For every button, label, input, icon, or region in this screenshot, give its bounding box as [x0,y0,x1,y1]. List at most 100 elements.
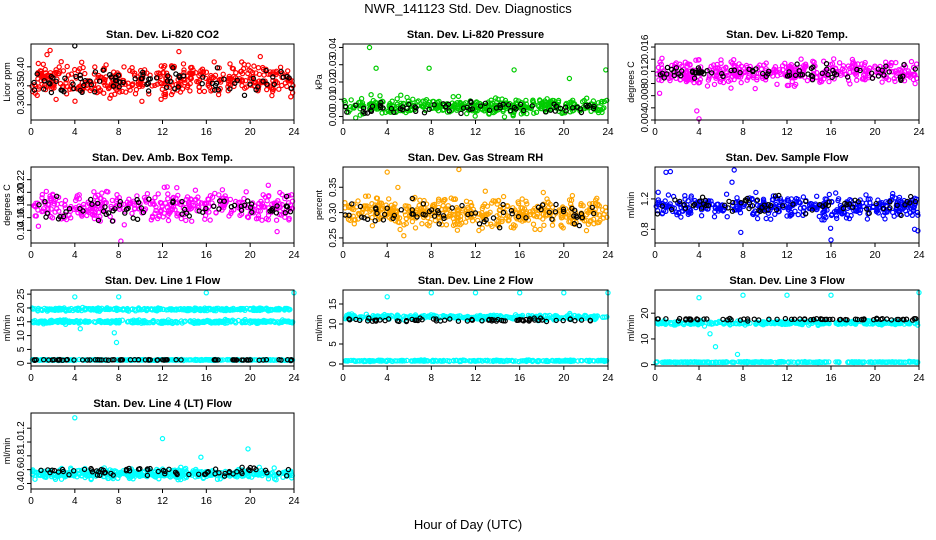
data-point [145,80,151,87]
data-point [809,207,815,213]
data-point [164,184,170,190]
data-point [804,77,811,84]
data-point [130,215,136,221]
data-point [31,357,38,363]
data-point [176,48,182,55]
data-point [829,74,835,81]
data-point [901,204,908,211]
data-point [797,200,803,206]
data-point [454,227,461,233]
data-point [42,318,48,324]
data-point [84,357,91,363]
data-point [169,206,176,213]
x-tick-label: 16 [825,127,837,138]
data-point [112,91,118,97]
data-point [88,81,95,88]
data-point [49,307,56,313]
chart-title: Stan. Dev. Li-820 Pressure [407,29,544,41]
data-point [600,215,607,221]
data-point [472,290,479,296]
data-point [359,214,365,220]
data-point [103,188,110,195]
data-point [445,202,451,209]
data-point [715,201,721,207]
data-point [154,357,161,363]
data-point [486,107,493,114]
data-point [115,72,122,79]
data-point [776,192,782,199]
data-point [162,89,168,96]
data-point [403,215,410,222]
data-point [76,196,83,202]
data-point [61,88,67,95]
data-point [211,59,217,65]
data-point [521,206,528,212]
data-point [517,290,523,296]
data-point [665,192,672,198]
data-point [215,86,221,93]
data-point [891,75,897,82]
data-point [149,319,155,325]
data-point [174,213,180,219]
data-point [113,305,119,311]
data-point [567,218,574,224]
data-point [884,208,890,214]
data-point [54,193,60,199]
data-point [704,83,711,89]
data-point [773,195,779,202]
data-point [454,107,460,113]
data-point [723,191,730,197]
data-point [48,206,54,212]
data-point [55,357,61,363]
data-point [207,217,213,223]
data-point [857,67,863,74]
data-point [595,201,601,207]
y-axis-label: ml/min [2,315,12,342]
data-point [426,222,432,229]
data-point [820,203,826,209]
data-point [71,357,77,363]
data-point [836,60,843,66]
data-point [668,206,675,212]
data-point [173,357,179,363]
data-point [902,202,908,208]
data-point [527,211,534,218]
data-point [593,197,599,203]
data-point [853,208,859,214]
data-point [890,209,896,216]
data-point [239,357,245,363]
data-point [44,210,51,216]
data-point [211,87,218,93]
data-point [206,209,212,215]
data-point [68,305,74,312]
data-point [779,63,786,69]
data-point [97,195,103,202]
data-point [80,208,86,214]
data-point [110,69,117,75]
x-tick-label: 4 [72,250,78,261]
data-point [39,191,46,198]
data-point [667,201,673,207]
data-point [523,97,529,104]
data-point [103,62,109,68]
data-point [73,73,79,80]
data-point [573,213,579,219]
data-point [77,75,84,82]
data-point [245,214,252,221]
data-point [671,72,678,79]
data-point [195,194,201,200]
data-point [278,212,285,218]
data-point [835,197,841,204]
data-point [887,205,893,211]
y-tick-label: 0.16 [16,207,27,227]
plot-area [653,289,922,366]
data-point [42,198,48,205]
data-point [177,306,184,312]
data-point [239,77,245,83]
data-point [97,357,103,363]
data-point [441,215,447,222]
data-point [120,79,126,86]
data-point [768,202,774,209]
data-point [247,81,253,87]
data-point [443,103,449,110]
